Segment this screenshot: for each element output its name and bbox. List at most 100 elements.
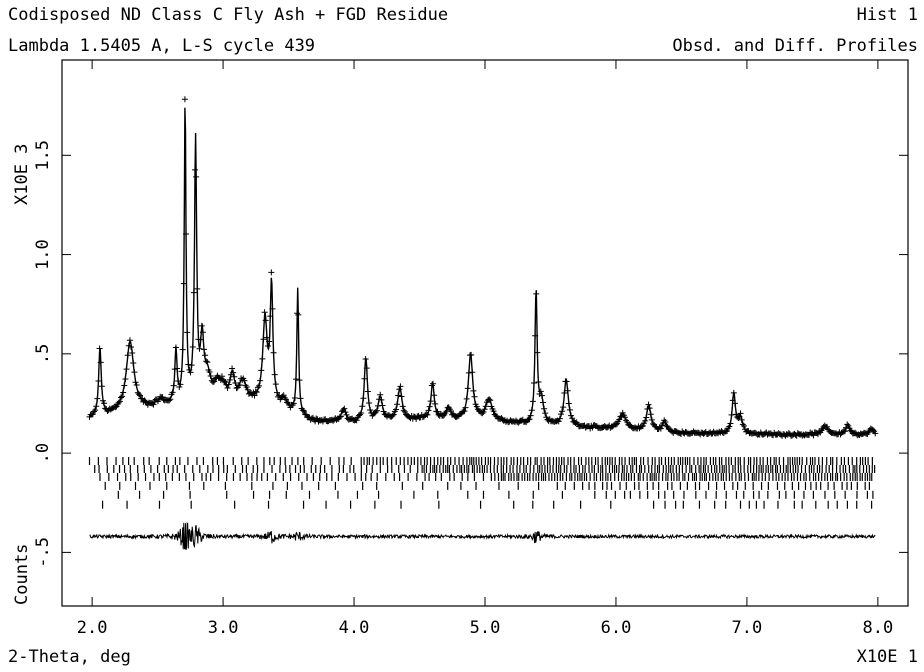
observed-point bbox=[244, 386, 251, 393]
observed-point bbox=[646, 405, 653, 412]
profile-type-label: Obsd. and Diff. Profiles bbox=[672, 36, 918, 56]
observed-point bbox=[203, 358, 210, 365]
observed-point bbox=[167, 396, 174, 403]
observed-point bbox=[379, 402, 386, 409]
observed-point bbox=[193, 173, 200, 180]
observed-point bbox=[224, 385, 231, 392]
observed-point bbox=[281, 394, 288, 401]
observed-point bbox=[174, 365, 181, 372]
observed-point bbox=[226, 376, 233, 383]
observed-point bbox=[358, 409, 365, 416]
difference-profile-series bbox=[89, 522, 876, 551]
observed-point bbox=[367, 407, 374, 414]
observed-point bbox=[271, 371, 278, 378]
observed-point bbox=[266, 338, 273, 345]
observed-point bbox=[120, 389, 127, 396]
observed-point bbox=[470, 387, 477, 394]
observed-point bbox=[372, 409, 379, 416]
observed-point bbox=[236, 382, 243, 389]
observed-point bbox=[177, 381, 184, 388]
observed-point bbox=[225, 381, 232, 388]
observed-point bbox=[461, 408, 468, 415]
observed-point bbox=[564, 387, 571, 394]
observed-point bbox=[290, 400, 297, 407]
observed-point bbox=[535, 379, 542, 386]
observed-point bbox=[872, 430, 879, 437]
difference-line bbox=[89, 522, 876, 551]
observed-point bbox=[733, 411, 740, 418]
y-axis-label: Counts bbox=[12, 544, 32, 605]
observed-point bbox=[729, 397, 736, 404]
observed-point bbox=[176, 383, 183, 390]
observed-point bbox=[196, 345, 203, 352]
observed-point bbox=[740, 422, 747, 429]
observed-point bbox=[639, 422, 646, 429]
observed-point bbox=[432, 400, 439, 407]
observed-point bbox=[429, 380, 436, 387]
observed-point bbox=[206, 368, 213, 375]
observed-point bbox=[361, 375, 368, 382]
observed-point bbox=[260, 336, 267, 343]
observed-point bbox=[267, 313, 274, 320]
observed-point bbox=[129, 349, 136, 356]
observed-point bbox=[89, 411, 96, 418]
observed-point bbox=[150, 401, 157, 408]
observed-point bbox=[569, 415, 576, 422]
observed-point bbox=[259, 355, 266, 362]
observed-point bbox=[561, 389, 568, 396]
observed-point bbox=[360, 395, 367, 402]
observed-point bbox=[565, 400, 572, 407]
y-tick-label: -.5 bbox=[33, 537, 53, 568]
observed-point bbox=[229, 365, 236, 372]
observed-point bbox=[189, 344, 196, 351]
observed-point bbox=[462, 404, 469, 411]
observed-point bbox=[423, 411, 430, 418]
observed-point bbox=[468, 351, 475, 358]
observed-point bbox=[392, 406, 399, 413]
observed-point bbox=[486, 396, 493, 403]
reflection-markers bbox=[88, 457, 876, 509]
observed-point bbox=[336, 413, 343, 420]
observed-point bbox=[112, 404, 119, 411]
observed-point bbox=[487, 397, 494, 404]
observed-point bbox=[624, 418, 631, 425]
observed-point bbox=[568, 412, 575, 419]
observed-point bbox=[198, 322, 205, 329]
observed-point bbox=[188, 362, 195, 369]
observed-point bbox=[263, 334, 270, 341]
chart-subtitle: Lambda 1.5405 A, L-S cycle 439 bbox=[8, 36, 315, 56]
x-tick-label: 5.0 bbox=[470, 618, 501, 638]
observed-point bbox=[199, 329, 206, 336]
observed-point bbox=[473, 403, 480, 410]
observed-point bbox=[186, 366, 193, 373]
observed-point bbox=[469, 369, 476, 376]
observed-point bbox=[90, 408, 97, 415]
x-axis-multiplier: X10E 1 bbox=[857, 647, 918, 667]
observed-point bbox=[299, 407, 306, 414]
observed-point bbox=[211, 378, 218, 385]
observed-point bbox=[398, 393, 405, 400]
observed-point bbox=[647, 411, 654, 418]
observed-point bbox=[737, 410, 744, 417]
observed-point bbox=[427, 398, 434, 405]
observed-point bbox=[185, 361, 192, 368]
observed-point bbox=[253, 389, 260, 396]
y-tick-label: .5 bbox=[33, 344, 53, 364]
observed-point bbox=[282, 396, 289, 403]
observed-point bbox=[170, 382, 177, 389]
observed-point bbox=[482, 403, 489, 410]
observed-point bbox=[133, 381, 140, 388]
observed-point bbox=[272, 381, 279, 388]
observed-point bbox=[363, 365, 370, 372]
x-tick-label: 2.0 bbox=[77, 618, 108, 638]
observed-point bbox=[293, 376, 300, 383]
observed-point bbox=[183, 231, 190, 238]
observed-point bbox=[297, 395, 304, 402]
observed-point bbox=[390, 411, 397, 418]
observed-point bbox=[648, 416, 655, 423]
observed-point bbox=[400, 407, 407, 414]
observed-point bbox=[119, 393, 126, 400]
observed-point bbox=[542, 410, 549, 417]
observed-point bbox=[131, 369, 138, 376]
observed-point bbox=[425, 407, 432, 414]
